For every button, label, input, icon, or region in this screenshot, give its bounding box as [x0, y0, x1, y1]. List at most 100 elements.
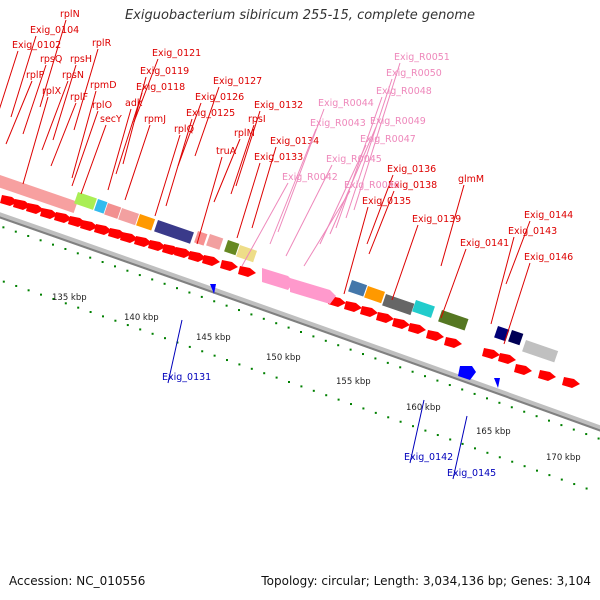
forward-cds-arrow	[360, 306, 378, 317]
scale-dot	[15, 284, 18, 287]
scale-dot	[300, 331, 302, 333]
trna-label: Exig_R0044	[318, 98, 374, 109]
leader-line	[235, 110, 261, 187]
scale-dot	[139, 328, 142, 331]
feature-label: Exig_0144	[524, 210, 573, 221]
scale-dot	[424, 429, 427, 432]
leader-line	[194, 86, 220, 157]
scale-dot	[461, 388, 464, 391]
scale-dot	[2, 280, 5, 283]
scale-dot	[225, 304, 228, 307]
leader-line	[230, 124, 255, 195]
scale-dot	[486, 451, 489, 454]
scale-dot	[89, 256, 92, 259]
leader-line	[241, 182, 289, 267]
leader-line	[22, 96, 49, 185]
scale-dot	[126, 269, 129, 272]
forward-cds-arrow	[54, 212, 72, 223]
leader-line	[154, 134, 181, 217]
reverse-cds-arrow	[458, 366, 476, 380]
kbp-tick-label: 170 kbp	[546, 453, 581, 463]
kbp-tick-label: 140 kbp	[124, 313, 159, 323]
scale-dot	[287, 326, 290, 329]
trna-label: Exig_R0046	[344, 180, 400, 191]
scale-dot	[362, 353, 364, 356]
forward-cds-arrow	[94, 224, 112, 235]
forward-cds-arrow	[202, 255, 220, 266]
scale-dot	[523, 410, 526, 413]
scale-dot	[324, 339, 327, 342]
forward-cds-arrow	[148, 240, 166, 251]
scale-dot	[536, 469, 538, 472]
scale-dot	[474, 447, 476, 450]
leader-line	[41, 80, 69, 151]
forward-cds-arrow	[13, 199, 31, 210]
scale-dot	[411, 370, 414, 373]
scale-dot	[288, 381, 290, 383]
leader-line	[391, 224, 419, 301]
forward-cds-arrow	[238, 266, 256, 277]
scale-dot	[560, 424, 563, 427]
map-title: Exiguobacterium sibiricum 255-15, comple…	[124, 8, 476, 23]
leader-line	[0, 50, 19, 109]
scale-dot	[535, 415, 538, 418]
feature-label: Exig_0133	[254, 152, 303, 163]
kbp-tick-label: 145 kbp	[196, 333, 231, 343]
forward-cds-arrow	[562, 377, 580, 388]
scale-dot	[511, 460, 514, 463]
scale-dot	[114, 319, 117, 322]
scale-dot	[399, 366, 402, 369]
feature-band	[382, 294, 415, 316]
feature-label: rplQ	[174, 124, 194, 135]
scale-dot	[374, 411, 377, 414]
scale-dot	[126, 324, 129, 327]
feature-band	[154, 220, 194, 244]
feature-band	[194, 231, 208, 246]
scale-dot	[362, 407, 365, 410]
reverse-cds-arrow	[494, 378, 500, 388]
feature-band	[348, 280, 368, 297]
leader-line	[196, 156, 223, 245]
leader-line	[335, 96, 383, 229]
feature-label: Exig_0135	[362, 196, 411, 207]
leader-line	[490, 236, 515, 325]
scale-dot	[337, 344, 340, 347]
feature-label: rplM	[234, 128, 255, 139]
feature-label: rplN	[60, 9, 80, 20]
scale-dot	[275, 322, 278, 325]
scale-dot	[151, 278, 154, 281]
ticks: 135 kbp 140 kbp 145 kbp 150 kbp 155 kbp 160 k…	[2, 226, 600, 490]
scale-dot	[436, 434, 439, 437]
leader-line	[452, 415, 468, 480]
genome-summary-text: Topology: circular; Length: 3,034,136 bp…	[261, 574, 591, 588]
trna-label: Exig_R0043	[310, 118, 366, 129]
feature-label: Exig_0134	[270, 136, 319, 147]
leader-line	[71, 90, 97, 179]
feature-label: Exig_0119	[140, 66, 189, 77]
leader-line	[167, 319, 183, 384]
scale-dot	[337, 398, 340, 401]
features	[0, 175, 580, 388]
scale-dot	[14, 230, 17, 233]
feature-band	[94, 199, 108, 214]
feature-label: Exig_0121	[152, 48, 201, 59]
kbp-tick-label: 165 kbp	[476, 427, 511, 437]
leader-line	[503, 262, 531, 345]
scale-dot	[510, 406, 513, 409]
leader-line	[71, 110, 99, 187]
scale-dot	[76, 252, 79, 255]
kbp-tick-label: 160 kbp	[406, 403, 441, 413]
leader-line	[345, 78, 393, 219]
leader-line	[213, 138, 241, 203]
scale-dot	[77, 306, 80, 309]
forward-cds-arrow	[498, 353, 516, 364]
scale-dot	[325, 394, 328, 397]
leader-line	[409, 399, 425, 464]
feature-label: Exig_0138	[388, 180, 437, 191]
backbone	[0, 212, 600, 432]
feature-band	[412, 299, 435, 318]
leader-line	[5, 80, 33, 145]
scale-dot	[312, 389, 315, 392]
trna-label: Exig_R0048	[376, 86, 432, 97]
scale-dot	[572, 428, 575, 431]
